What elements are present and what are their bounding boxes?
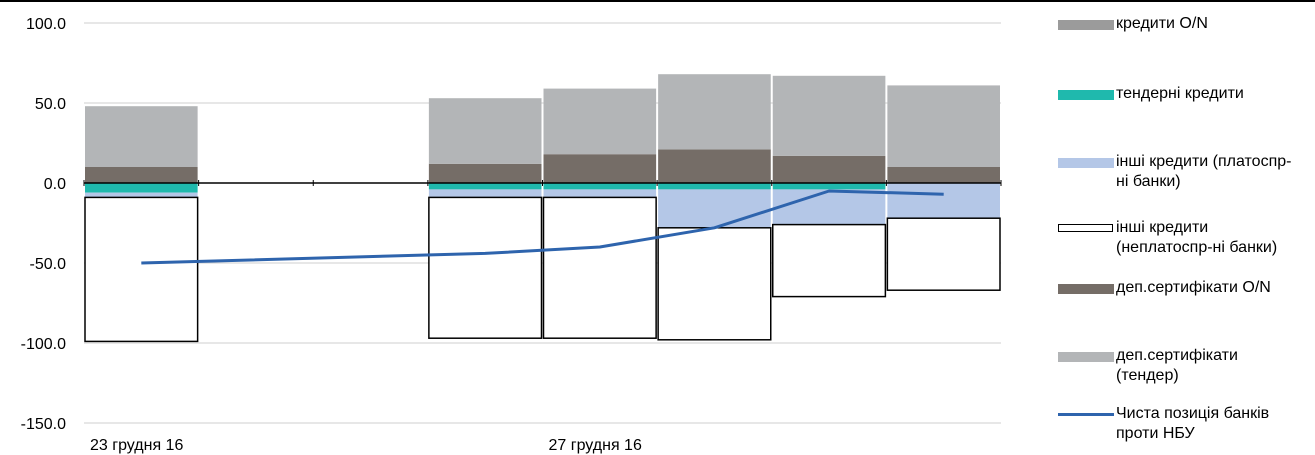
legend-swatch (1058, 352, 1114, 362)
legend-label: тендерні кредити (1116, 85, 1244, 102)
legend-swatch (1058, 20, 1114, 30)
bar-segment (887, 85, 1000, 167)
bar-segment (428, 163, 542, 183)
x-tick-label: 27 грудня 16 (549, 437, 642, 454)
bar-segment (658, 149, 771, 183)
y-tick-label: 0.0 (44, 176, 66, 193)
bar-segment (657, 227, 772, 341)
bar-segment (428, 196, 543, 339)
y-tick-label: -150.0 (21, 416, 66, 433)
legend-label: Чиста позиція банків проти НБУ (1116, 405, 1270, 442)
bar-segment (886, 217, 1001, 291)
bar-segment (428, 183, 542, 190)
legend-label: деп.сертифікати (тендер) (1116, 347, 1238, 384)
chart-plot: 100.0 50.0 0.0 -50.0 -100.0 -150.0 23 грудня 1… (21, 16, 1002, 454)
bar-segment (85, 183, 198, 193)
legend-label: інші кредити (неплатоспр-ні банки) (1116, 219, 1278, 256)
bar-segment (543, 189, 657, 198)
bar-segment (85, 167, 198, 183)
bar-segment (428, 189, 542, 198)
bar-segment (542, 196, 657, 339)
net-position-line (141, 189, 944, 265)
bar-segment (887, 167, 1000, 183)
legend-swatch (1058, 158, 1114, 168)
legend: кредити O/N тендерні кредити інші кредит… (1058, 14, 1315, 455)
legend-label: кредити O/N (1116, 15, 1208, 32)
legend-swatch (1058, 224, 1113, 232)
top-rule (0, 0, 1315, 2)
bar-segment (428, 98, 542, 164)
x-tick-label: 23 грудня 16 (90, 437, 183, 454)
bar-segment (84, 196, 199, 343)
bar-segment (85, 106, 198, 167)
bar-segment (887, 183, 1000, 219)
y-tick-label: 50.0 (35, 96, 66, 113)
bar-segment (772, 183, 886, 190)
bar-segment (772, 75, 886, 156)
legend-swatch (1058, 90, 1114, 100)
bar-segment (772, 189, 886, 225)
bar-segment (658, 74, 771, 150)
y-tick-label: -50.0 (30, 256, 67, 273)
bar-segment (658, 183, 771, 190)
bar-segment (543, 183, 657, 190)
bar-segment (85, 192, 198, 198)
bar-segment (658, 189, 771, 228)
legend-swatch (1058, 413, 1114, 416)
legend-label: інші кредити (платоспр-ні банки) (1116, 153, 1292, 190)
bar-segment (543, 88, 657, 155)
legend-swatch (1058, 284, 1114, 294)
bar-segment (772, 155, 886, 183)
y-tick-label: 100.0 (26, 16, 66, 33)
y-tick-label: -100.0 (21, 336, 66, 353)
legend-label: деп.сертифікати O/N (1116, 279, 1271, 296)
bar-segment (543, 154, 657, 183)
bar-segment (772, 223, 887, 298)
